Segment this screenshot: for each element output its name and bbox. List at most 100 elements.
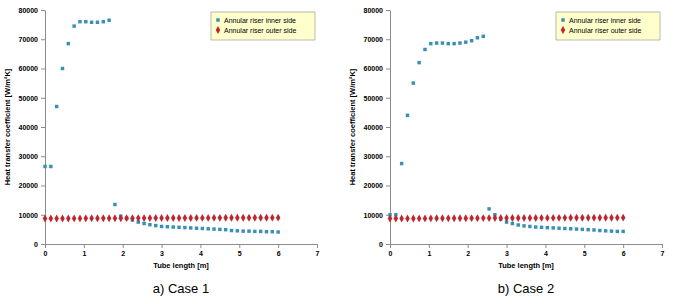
point: [557, 226, 560, 229]
tick-label: 0: [44, 250, 48, 257]
point: [78, 20, 81, 23]
point: [124, 214, 129, 222]
axis-line: [391, 244, 663, 245]
point: [463, 214, 468, 222]
chart-panel: 0123456701000020000300004000050000600007…: [348, 7, 665, 296]
tick: 50000: [19, 94, 45, 101]
tick-mark: [386, 127, 390, 128]
point: [148, 214, 153, 222]
tick: 2: [121, 244, 125, 257]
tick-label: 6: [622, 250, 626, 257]
point: [551, 226, 554, 229]
tick-mark: [386, 186, 390, 187]
tick-mark: [429, 244, 430, 248]
point: [598, 214, 603, 222]
tick: 1: [82, 244, 86, 257]
point: [271, 230, 274, 233]
tick-label: 1: [82, 250, 86, 257]
point: [229, 214, 234, 222]
point: [434, 214, 439, 222]
point: [165, 214, 170, 222]
point: [423, 214, 428, 222]
tick-label: 2: [466, 250, 470, 257]
point: [241, 214, 246, 222]
point: [113, 203, 116, 206]
point: [592, 214, 597, 222]
legend-marker: [561, 18, 564, 21]
tick-mark: [41, 69, 45, 70]
point: [574, 214, 579, 222]
point: [54, 215, 59, 223]
tick-label: 10000: [19, 211, 39, 218]
point: [253, 214, 258, 222]
legend-label: Annular riser inner side: [224, 17, 296, 24]
point: [253, 230, 256, 233]
point: [511, 222, 514, 225]
tick-label: 2: [121, 250, 125, 257]
point: [551, 214, 556, 222]
tick-mark: [41, 156, 45, 157]
tick-mark: [41, 127, 45, 128]
point: [476, 36, 479, 39]
point: [148, 223, 151, 226]
point: [101, 214, 106, 222]
tick-mark: [239, 244, 240, 248]
tick-label: 30000: [364, 153, 384, 160]
point: [481, 214, 486, 222]
point: [230, 229, 233, 232]
point: [598, 229, 601, 232]
legend-label: Annular riser outer side: [224, 27, 296, 34]
tick-label: 30000: [19, 153, 39, 160]
point: [189, 226, 192, 229]
tick: 10000: [19, 211, 45, 218]
series: [388, 214, 626, 223]
point: [546, 226, 549, 229]
point: [516, 223, 519, 226]
tick-label: 10000: [364, 211, 384, 218]
point: [563, 227, 566, 230]
point: [247, 229, 250, 232]
point: [435, 41, 438, 44]
series: [388, 35, 625, 234]
tick-label: 70000: [19, 36, 39, 43]
tick: 30000: [19, 153, 45, 160]
point: [218, 228, 221, 231]
point: [493, 214, 498, 222]
point: [200, 214, 205, 222]
point: [400, 162, 403, 165]
x-axis: 01234567: [389, 244, 665, 257]
point: [609, 214, 614, 222]
plot-area: [388, 35, 626, 234]
tick: 0: [389, 244, 393, 257]
point: [504, 214, 509, 222]
x-axis-title: Tube length [m]: [153, 261, 209, 270]
tick: 80000: [19, 7, 45, 14]
axis-line: [46, 244, 318, 245]
tick: 7: [661, 244, 665, 257]
point: [563, 214, 568, 222]
point: [49, 215, 54, 223]
point: [569, 227, 572, 230]
point: [90, 21, 93, 24]
point: [405, 215, 410, 223]
point: [545, 214, 550, 222]
point: [183, 226, 186, 229]
chart-title: a) Case 1: [153, 281, 209, 296]
point: [212, 214, 217, 222]
tick-mark: [41, 98, 45, 99]
point: [247, 214, 252, 222]
point: [241, 229, 244, 232]
tick: 40000: [364, 124, 390, 131]
tick-mark: [507, 244, 508, 248]
tick: 3: [505, 244, 509, 257]
tick-label: 60000: [19, 65, 39, 72]
plot-area: [43, 19, 281, 234]
point: [429, 214, 434, 222]
point: [603, 214, 608, 222]
point: [223, 214, 228, 222]
y-axis: 0100002000030000400005000060000700008000…: [19, 7, 46, 248]
point: [429, 42, 432, 45]
point: [89, 214, 94, 222]
point: [84, 20, 87, 23]
point: [528, 214, 533, 222]
